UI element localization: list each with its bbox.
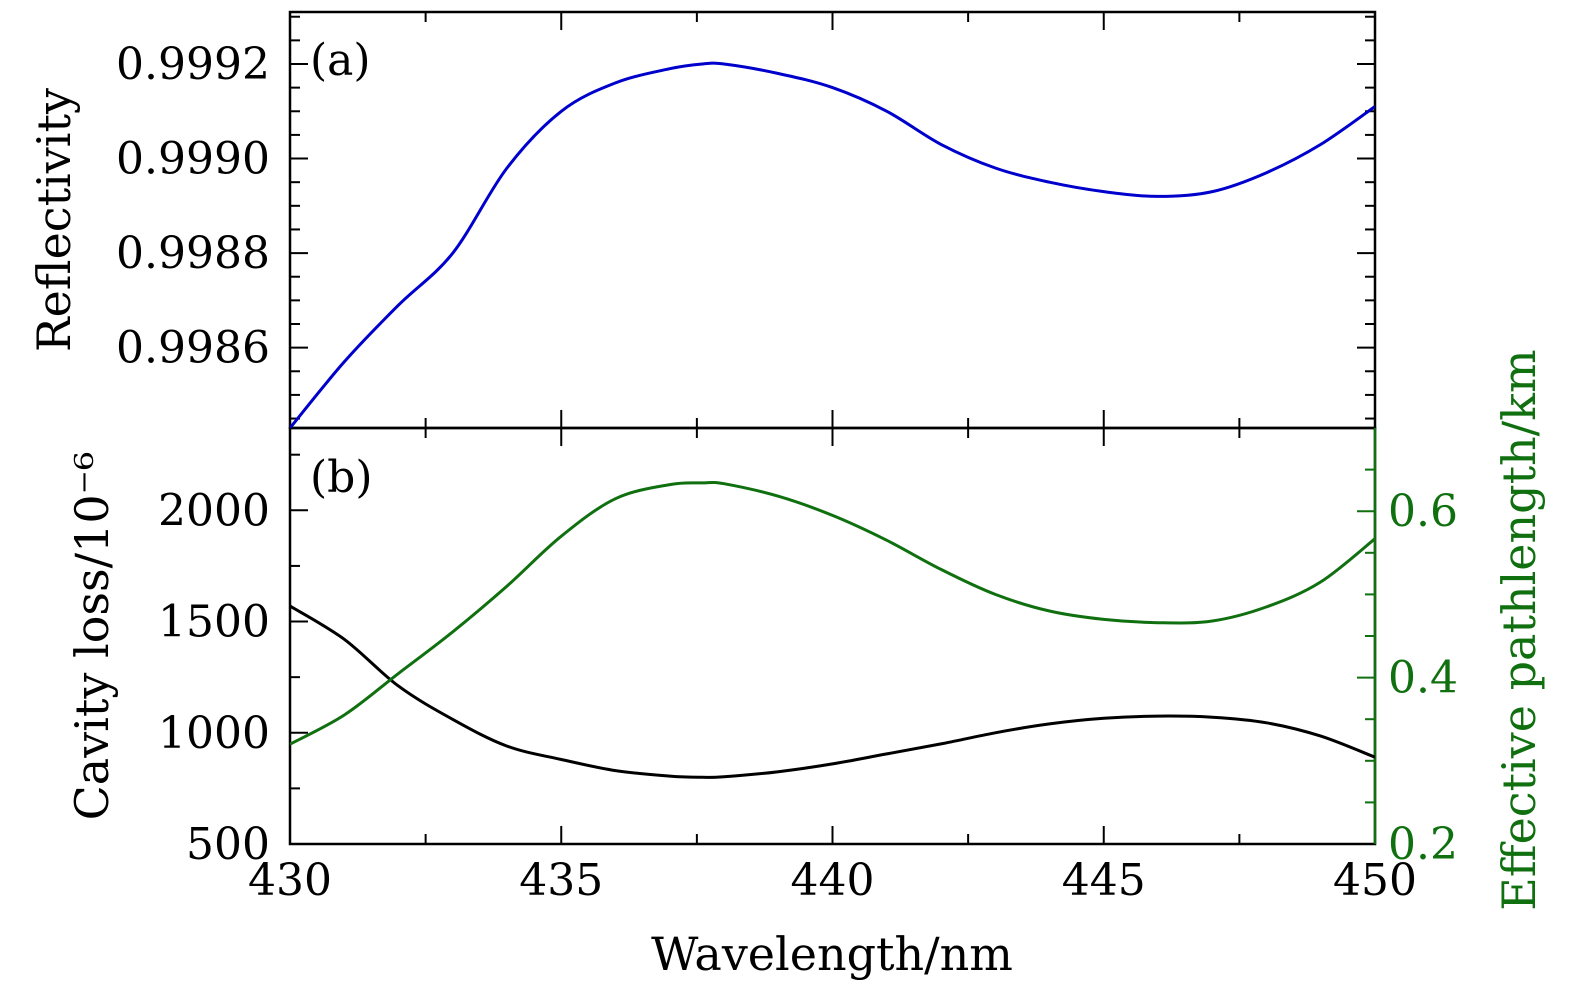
y-tick-label: 2000 — [158, 485, 270, 536]
cavity-loss-line — [290, 604, 1375, 779]
y-tick-label: 1500 — [158, 597, 270, 648]
panel-a-y-axis-title: Reflectivity — [27, 88, 81, 352]
series-layer — [290, 61, 1375, 779]
x-tick-label: 430 — [248, 855, 332, 906]
y-tick-label: 1000 — [158, 708, 270, 759]
pathlength-line — [290, 480, 1375, 746]
y-tick-label: 0.9986 — [116, 323, 270, 374]
y-tick-label: 0.9990 — [116, 134, 270, 185]
panel-a-frame — [288, 10, 1377, 430]
panel-b-y-axis-title: Cavity loss/10⁻⁶ — [65, 452, 119, 821]
x-axis-title: Wavelength/nm — [651, 927, 1013, 981]
x-tick-label: 440 — [791, 855, 875, 906]
y-tick-label: 0.9988 — [116, 228, 270, 279]
y-tick-label: 500 — [186, 819, 270, 870]
right-y-tick-label: 0.6 — [1388, 486, 1458, 537]
x-tick-label: 435 — [519, 855, 603, 906]
panel-b-right-y-axis-title: Effective pathlength/km — [1492, 349, 1546, 910]
right-y-tick-label: 0.4 — [1388, 653, 1458, 704]
x-tick-label: 445 — [1062, 855, 1146, 906]
y-tick-label: 0.9992 — [116, 39, 270, 90]
x-tick-label: 450 — [1333, 855, 1417, 906]
ticks-layer: 430 435 440 445 450 0.9986 0.9988 0.9990 0.9992 5… — [116, 12, 1458, 906]
right-y-tick-label: 0.2 — [1388, 819, 1458, 870]
reflectivity-line — [290, 61, 1375, 428]
panel-b-frame — [288, 426, 1377, 846]
panel-a-label: (a) — [310, 35, 371, 86]
panel-b-label: (b) — [310, 452, 373, 503]
